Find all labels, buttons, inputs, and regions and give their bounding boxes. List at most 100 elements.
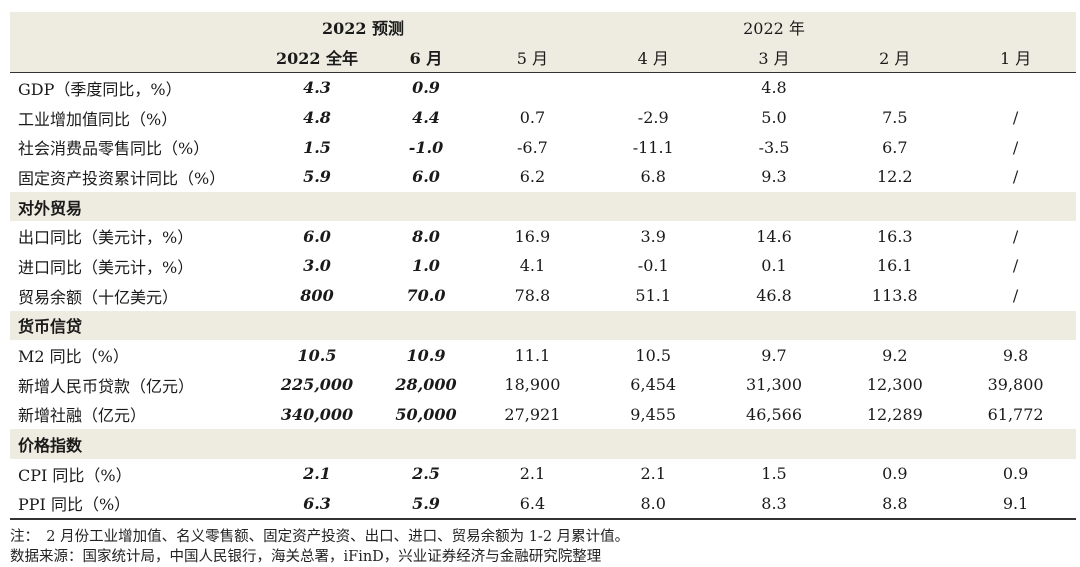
cell-value: 4.3 [303,78,331,98]
cell-value: 6.0 [412,167,440,187]
table-row: PPI 同比（%） 6.3 5.9 6.4 8.0 8.3 8.8 9.1 [10,488,1077,521]
section-header-row: 价格指数 [10,429,1077,459]
cell-value [834,73,955,103]
header-empty-cell [10,42,254,73]
cell-value: 113.8 [871,286,918,306]
cell-value: / [1012,137,1019,157]
row-label: 贸易余额（十亿美元） [18,287,179,307]
cell-value: -1.0 [408,137,444,157]
header-col-feb: 2 月 [834,42,956,73]
row-label: 工业增加值同比（%） [18,109,178,129]
section-title: 对外贸易 [10,191,1077,222]
table-row: 社会消费品零售同比（%） 1.5 -1.0 -6.7 -11.1 -3.5 6.7 / [10,132,1076,162]
cell-value: 6,454 [630,375,677,395]
cell-value: / [1012,167,1019,187]
table-row: CPI 同比（%） 2.1 2.5 2.1 2.1 1.5 0.9 0.9 [10,459,1076,489]
cell-value: 5.0 [761,108,787,128]
cell-value: 2.1 [519,464,546,484]
cell-value: 6.2 [519,167,546,187]
cell-value: 50,000 [395,404,457,424]
header-empty-cell [10,12,254,42]
header-col-full-year: 2022 全年 [254,42,380,73]
row-label: PPI 同比（%） [10,488,254,521]
row-label: CPI 同比（%） [18,465,132,485]
cell-value: 7.5 [882,108,908,128]
cell-value: 31,300 [746,375,802,395]
cell-value: / [1012,108,1019,128]
cell-value: -6.7 [516,137,548,157]
table-row: 新增人民币贷款（亿元） 225,000 28,000 18,900 6,454 31,30… [10,370,1076,400]
cell-value: 5.9 [380,488,473,521]
cell-value [472,73,593,103]
section-title: 货币信贷 [10,310,1077,341]
cell-value: 46,566 [746,404,802,424]
cell-value: 6.0 [303,226,331,246]
row-label: 出口同比（美元计，%） [18,228,194,248]
cell-value: 14.6 [756,226,792,246]
cell-value: 51.1 [635,286,672,306]
header-group-forecast: 2022 预测 [254,12,473,42]
table-row: 进口同比（美元计，%） 3.0 1.0 4.1 -0.1 0.1 16.1 / [10,251,1076,281]
cell-value: 0.7 [519,108,546,128]
cell-value: 4.8 [761,78,787,98]
cell-value: 39,800 [987,375,1044,395]
cell-value: / [1012,286,1019,306]
cell-value: 3.0 [303,256,331,276]
cell-value: 28,000 [395,375,457,395]
cell-value: 9,455 [630,404,677,424]
cell-value: 10.5 [635,345,672,365]
cell-value: 10.5 [297,345,337,365]
row-label: 新增人民币贷款（亿元） [18,376,195,396]
header-row-columns: 2022 全年 6 月 5 月 4 月 3 月 2 月 1 月 [10,42,1077,73]
header-group-actual: 2022 年 [472,12,1077,42]
cell-value [955,73,1076,103]
cell-value: / [1012,226,1019,246]
cell-value: 61,772 [987,404,1044,424]
cell-value: 2.1 [640,464,666,484]
cell-value: 1.5 [303,137,331,157]
header-col-may: 5 月 [472,42,593,73]
cell-value: 10.9 [406,345,446,365]
header-col-mar: 3 月 [713,42,835,73]
table-row: 贸易余额（十亿美元） 800 70.0 78.8 51.1 46.8 113.8 / [10,281,1076,311]
cell-value: 6.3 [254,488,380,521]
cell-value: 4.1 [519,256,546,276]
row-label: 进口同比（美元计，%） [18,257,194,277]
row-label: 固定资产投资累计同比（%） [18,168,226,188]
cell-value: 0.9 [1002,464,1029,484]
cell-value: 9.7 [761,345,787,365]
table-row: 新增社融（亿元） 340,000 50,000 27,921 9,455 46,566 12… [10,400,1076,430]
table-row: 出口同比（美元计，%） 6.0 8.0 16.9 3.9 14.6 16.3 / [10,221,1076,251]
cell-value: 9.2 [882,345,908,365]
cell-value: 27,921 [504,404,561,424]
cell-value: 12.2 [876,167,913,187]
section-header-row: 对外贸易 [10,191,1077,222]
cell-value: -0.1 [637,256,669,276]
cell-value: -2.9 [637,108,669,128]
cell-value: 12,300 [866,375,923,395]
cell-value: 16.3 [876,226,913,246]
cell-value: 800 [300,286,334,306]
footnote: 注： 2 月份工业增加值、名义零售额、固定资产投资、出口、进口、贸易余额为 1-… [10,529,630,545]
cell-value: 8.3 [713,488,835,521]
cell-value: 11.1 [514,345,551,365]
cell-value: 6.7 [882,137,908,157]
cell-value: 9.8 [1002,345,1029,365]
cell-value: 16.1 [876,256,913,276]
header-row-groups: 2022 预测 2022 年 [10,12,1077,42]
cell-value: 9.1 [955,488,1077,521]
table-row: GDP（季度同比，%） 4.3 0.9 4.8 [10,73,1076,103]
cell-value: 8.8 [834,488,956,521]
cell-value: 4.8 [303,108,331,128]
cell-value: 0.1 [761,256,787,276]
header-col-jun: 6 月 [380,42,473,73]
cell-value: 6.4 [472,488,593,521]
cell-value: 1.5 [761,464,787,484]
row-label: 社会消费品零售同比（%） [18,139,210,159]
cell-value: 4.4 [412,108,440,128]
header-col-jan: 1 月 [955,42,1077,73]
section-title: 价格指数 [10,429,1077,459]
cell-value: 16.9 [514,226,551,246]
macro-forecast-table-container: 2022 预测 2022 年 2022 全年 6 月 5 月 4 月 3 月 2… [10,12,1077,521]
row-label: 新增社融（亿元） [18,406,147,426]
